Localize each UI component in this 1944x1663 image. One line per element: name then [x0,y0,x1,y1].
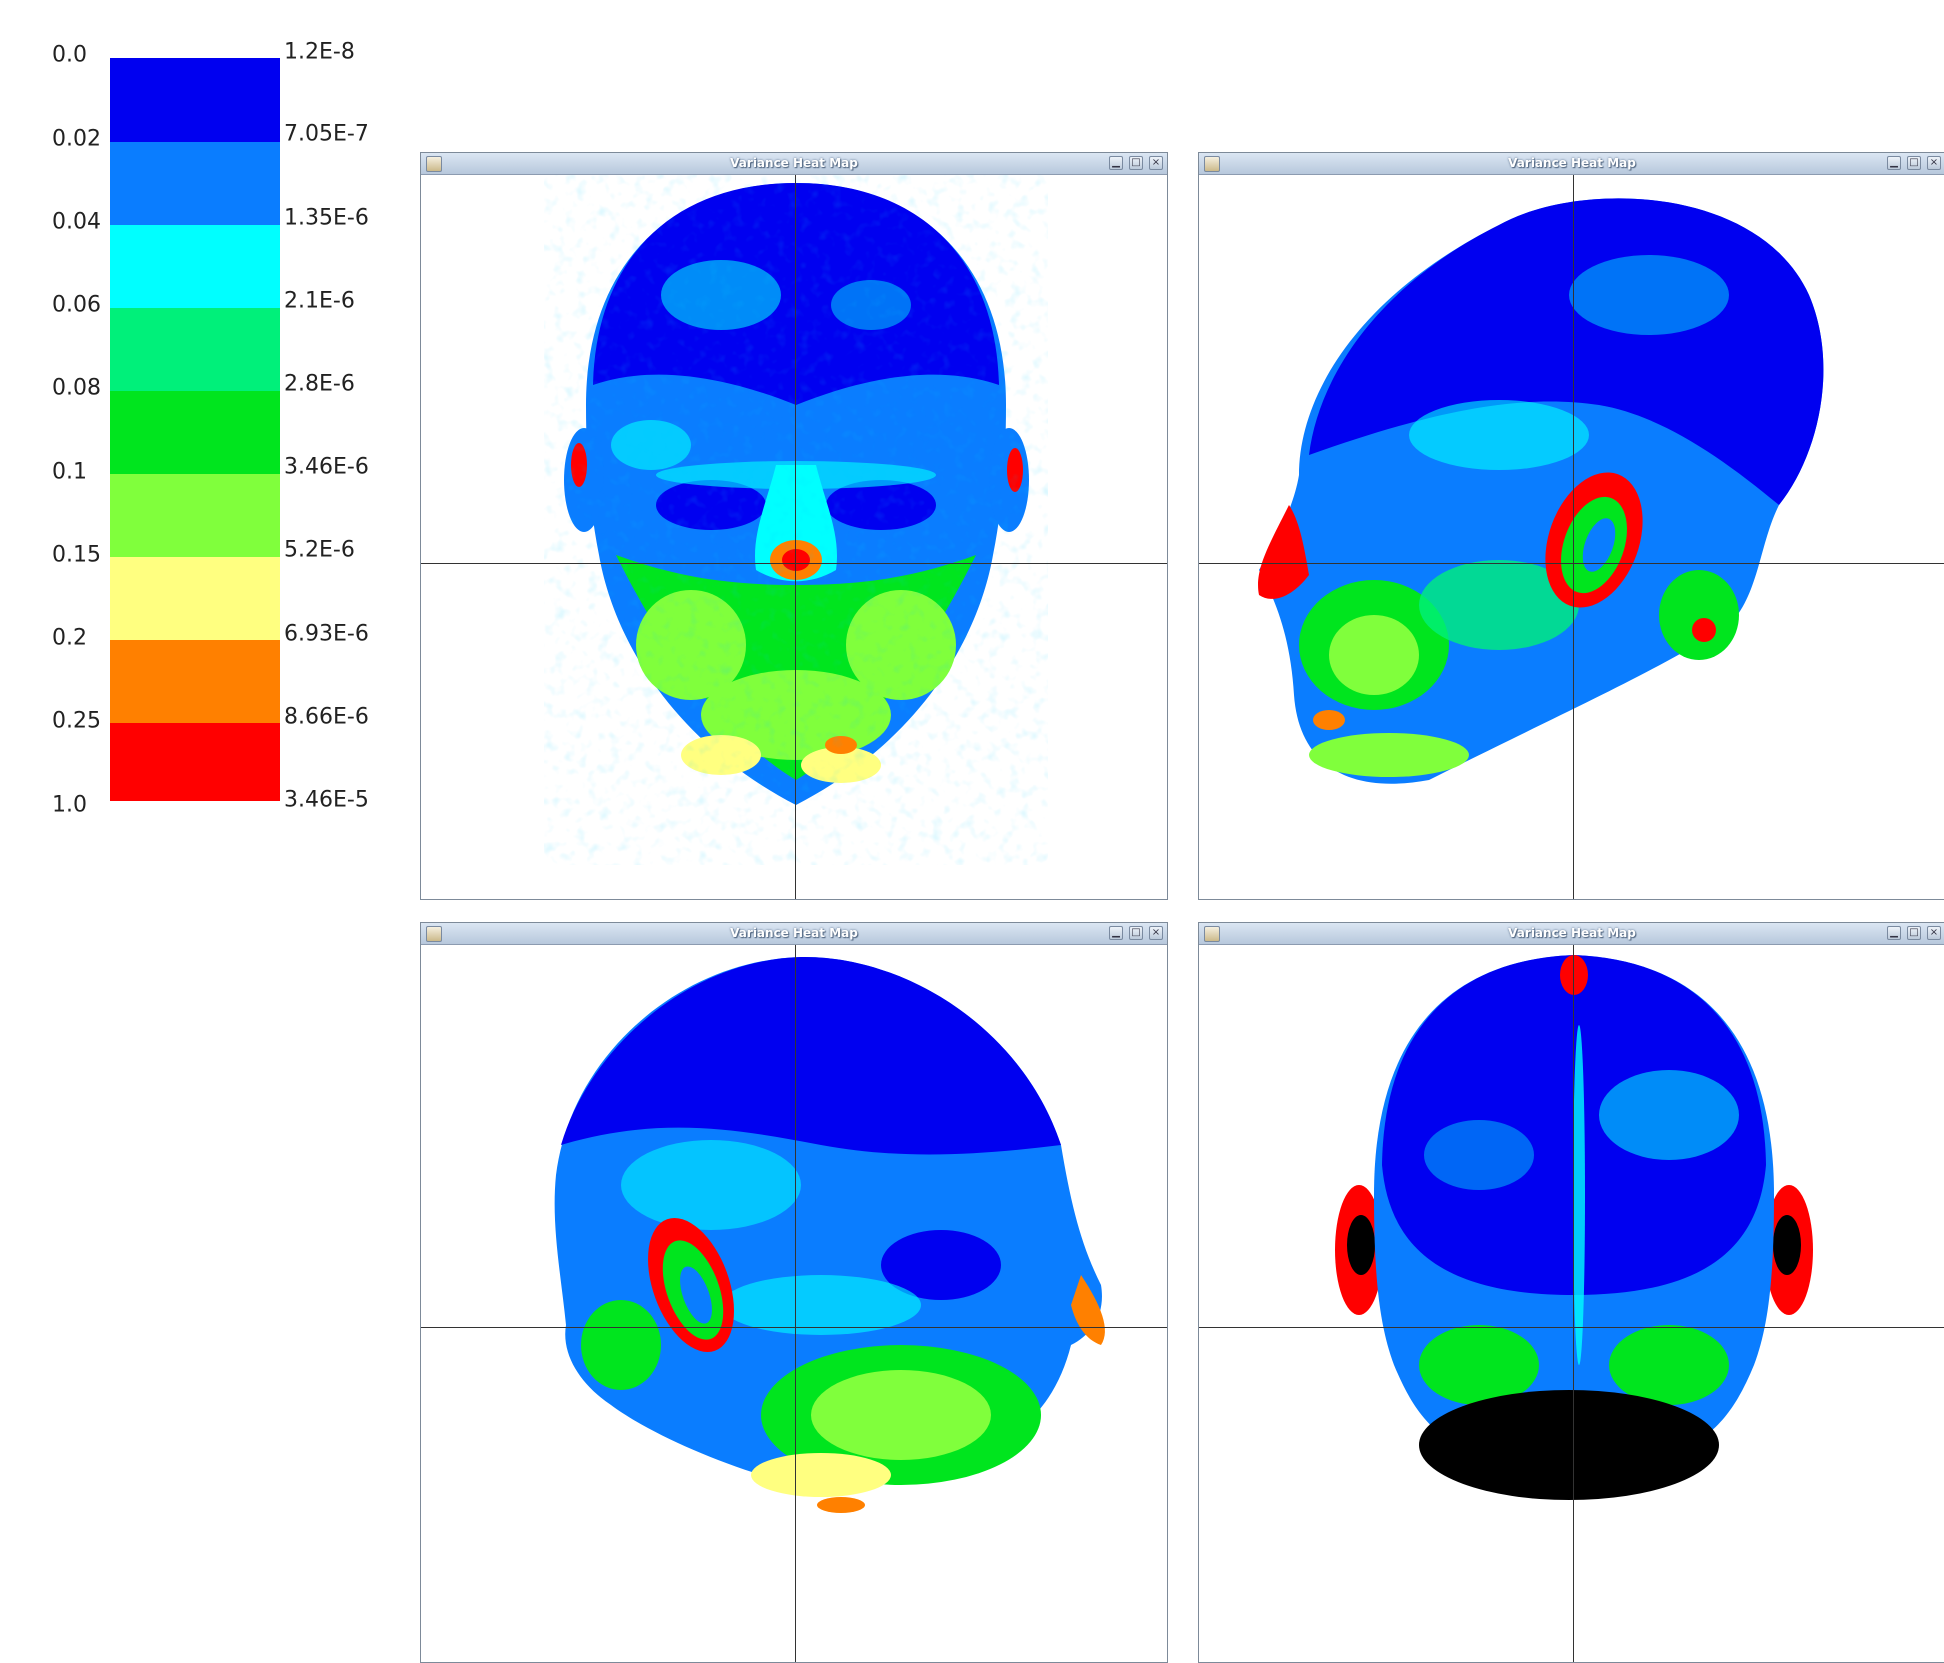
heatmap-window-oblique[interactable]: Variance Heat Map ▁ □ × [420,922,1168,1663]
axis-vertical [795,175,796,899]
axis-vertical [1573,175,1574,899]
legend-right-label: 3.46E-6 [284,454,369,480]
close-icon[interactable]: × [1149,156,1163,170]
legend-right-label: 2.1E-6 [284,288,355,314]
maximize-icon[interactable]: □ [1907,926,1921,940]
legend-left-label: 0.0 [52,42,87,68]
app-icon[interactable] [1204,156,1220,172]
legend-left-label: 0.15 [52,542,101,568]
axis-horizontal [421,1327,1167,1328]
close-icon[interactable]: × [1149,926,1163,940]
legend-right-label: 5.2E-6 [284,537,355,563]
legend-left-label: 1.0 [52,792,87,818]
window-titlebar[interactable]: Variance Heat Map ▁ □ × [421,923,1167,945]
legend-left-label: 0.1 [52,459,87,485]
legend-swatch [110,142,280,225]
legend-swatch [110,723,280,801]
window-title: Variance Heat Map [1508,156,1636,170]
window-titlebar[interactable]: Variance Heat Map ▁ □ × [1199,923,1944,945]
heatmap-window-back[interactable]: Variance Heat Map ▁ □ × [1198,922,1944,1663]
legend-swatch [110,640,280,723]
minimize-icon[interactable]: ▁ [1887,926,1901,940]
axis-horizontal [1199,563,1944,564]
minimize-icon[interactable]: ▁ [1887,156,1901,170]
legend-swatch [110,308,280,391]
head-front-render [564,183,1029,805]
legend-right-label: 7.05E-7 [284,121,369,147]
heatmap-window-front[interactable]: Variance Heat Map ▁ □ × [420,152,1168,900]
close-icon[interactable]: × [1927,156,1941,170]
legend-swatch [110,557,280,640]
legend-right-label: 8.66E-6 [284,704,369,730]
legend-left-label: 0.08 [52,375,101,401]
legend-left-label: 0.04 [52,209,101,235]
minimize-icon[interactable]: ▁ [1109,156,1123,170]
legend-right-label: 1.35E-6 [284,205,369,231]
window-titlebar[interactable]: Variance Heat Map ▁ □ × [421,153,1167,175]
maximize-icon[interactable]: □ [1129,156,1143,170]
legend-swatch [110,58,280,142]
legend-swatch [110,225,280,308]
render-canvas[interactable] [421,175,1167,899]
app-icon[interactable] [1204,926,1220,942]
axis-vertical [795,945,796,1662]
legend-right-label: 1.2E-8 [284,39,355,65]
render-canvas[interactable] [1199,945,1944,1662]
render-canvas[interactable] [421,945,1167,1662]
head-profile-render [1258,198,1824,784]
app-icon[interactable] [426,926,442,942]
legend-left-label: 0.2 [52,625,87,651]
heatmap-window-left-profile[interactable]: Variance Heat Map ▁ □ × [1198,152,1944,900]
minimize-icon[interactable]: ▁ [1109,926,1123,940]
legend-right-label: 2.8E-6 [284,371,355,397]
window-title: Variance Heat Map [730,156,858,170]
axis-vertical [1573,945,1574,1662]
axis-horizontal [421,563,1167,564]
head-oblique-render [554,956,1105,1513]
legend-right-label: 6.93E-6 [284,621,369,647]
legend-swatch [110,391,280,474]
maximize-icon[interactable]: □ [1129,926,1143,940]
legend-right-label: 3.46E-5 [284,787,369,813]
legend-left-label: 0.02 [52,126,101,152]
head-back-render [1335,955,1813,1500]
close-icon[interactable]: × [1927,926,1941,940]
maximize-icon[interactable]: □ [1907,156,1921,170]
render-canvas[interactable] [1199,175,1944,899]
window-title: Variance Heat Map [730,926,858,940]
color-legend: 0.0 0.02 0.04 0.06 0.08 0.1 0.15 0.2 0.2… [0,0,400,830]
window-title: Variance Heat Map [1508,926,1636,940]
legend-left-label: 0.06 [52,292,101,318]
window-titlebar[interactable]: Variance Heat Map ▁ □ × [1199,153,1944,175]
legend-left-label: 0.25 [52,708,101,734]
legend-swatch [110,474,280,557]
axis-horizontal [1199,1327,1944,1328]
app-icon[interactable] [426,156,442,172]
